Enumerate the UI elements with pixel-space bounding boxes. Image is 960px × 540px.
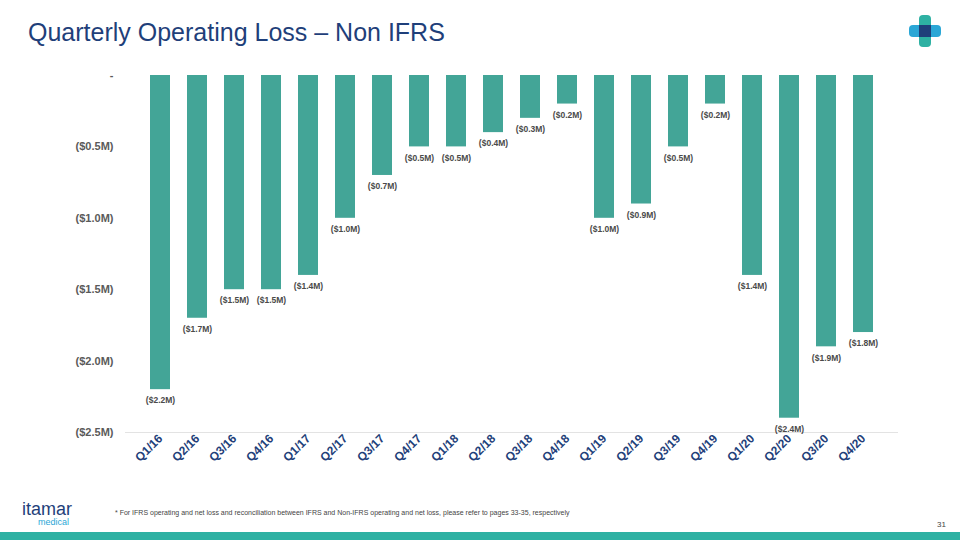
svg-text:Q3/19: Q3/19 bbox=[650, 431, 683, 464]
svg-text:Q4/16: Q4/16 bbox=[243, 431, 276, 464]
svg-text:($1.5M): ($1.5M) bbox=[220, 295, 249, 305]
svg-text:Q3/17: Q3/17 bbox=[354, 431, 387, 464]
svg-text:($0.3M): ($0.3M) bbox=[516, 124, 545, 134]
svg-text:($0.9M): ($0.9M) bbox=[627, 210, 656, 220]
svg-text:($0.5M): ($0.5M) bbox=[405, 153, 434, 163]
svg-text:Q2/16: Q2/16 bbox=[169, 431, 202, 464]
svg-text:Q1/20: Q1/20 bbox=[724, 431, 757, 464]
svg-text:($2.4M): ($2.4M) bbox=[775, 424, 804, 434]
html-text:31: 31 bbox=[937, 520, 946, 529]
html-text:Quarterly Operating Loss – Non: Quarterly Operating Loss – Non IFRS bbox=[28, 18, 445, 46]
svg-text:($1.4M): ($1.4M) bbox=[738, 281, 767, 291]
svg-text:Q4/19: Q4/19 bbox=[687, 431, 720, 464]
svg-text:($1.8M): ($1.8M) bbox=[849, 338, 878, 348]
svg-text:-: - bbox=[110, 69, 114, 81]
svg-text:($0.2M): ($0.2M) bbox=[701, 110, 730, 120]
svg-text:($0.2M): ($0.2M) bbox=[553, 110, 582, 120]
svg-text:Q4/20: Q4/20 bbox=[835, 431, 868, 464]
svg-text:($0.5M): ($0.5M) bbox=[664, 153, 693, 163]
svg-text:($1.5M): ($1.5M) bbox=[257, 295, 286, 305]
svg-text:Q2/18: Q2/18 bbox=[465, 431, 498, 464]
svg-text:Q3/16: Q3/16 bbox=[206, 431, 239, 464]
svg-text:Q1/18: Q1/18 bbox=[428, 431, 461, 464]
svg-text:($1.4M): ($1.4M) bbox=[294, 281, 323, 291]
svg-text:($0.7M): ($0.7M) bbox=[368, 181, 397, 191]
html-text:itamar: itamar bbox=[22, 499, 72, 519]
svg-text:($1.9M): ($1.9M) bbox=[812, 353, 841, 363]
svg-text:($1.7M): ($1.7M) bbox=[183, 324, 212, 334]
svg-text:($2.2M): ($2.2M) bbox=[146, 395, 175, 405]
svg-text:($2.5M): ($2.5M) bbox=[76, 426, 114, 438]
svg-text:($0.5M): ($0.5M) bbox=[442, 153, 471, 163]
svg-text:Q2/20: Q2/20 bbox=[761, 431, 794, 464]
svg-text:Q4/18: Q4/18 bbox=[539, 431, 572, 464]
html-text:* For IFRS operating and net l: * For IFRS operating and net loss and re… bbox=[115, 509, 570, 516]
svg-text:Q3/18: Q3/18 bbox=[502, 431, 535, 464]
svg-text:Q1/17: Q1/17 bbox=[280, 431, 313, 464]
svg-text:Q1/19: Q1/19 bbox=[576, 431, 609, 464]
svg-text:Q2/19: Q2/19 bbox=[613, 431, 646, 464]
svg-text:($0.5M): ($0.5M) bbox=[76, 140, 114, 152]
svg-text:($1.0M): ($1.0M) bbox=[331, 224, 360, 234]
svg-text:($2.0M): ($2.0M) bbox=[76, 355, 114, 367]
html-text:medical: medical bbox=[38, 517, 69, 527]
svg-text:Q1/16: Q1/16 bbox=[132, 431, 165, 464]
svg-text:Q2/17: Q2/17 bbox=[317, 431, 350, 464]
svg-text:Q3/20: Q3/20 bbox=[798, 431, 831, 464]
svg-text:Q4/17: Q4/17 bbox=[391, 431, 424, 464]
svg-text:($0.4M): ($0.4M) bbox=[479, 138, 508, 148]
svg-text:($1.5M): ($1.5M) bbox=[76, 283, 114, 295]
svg-text:($1.0M): ($1.0M) bbox=[590, 224, 619, 234]
svg-text:($1.0M): ($1.0M) bbox=[76, 212, 114, 224]
